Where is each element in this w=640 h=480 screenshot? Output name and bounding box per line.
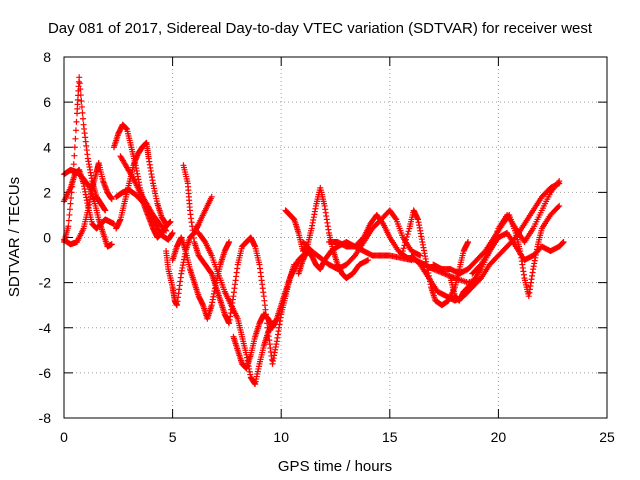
x-tick-label: 0 <box>60 429 68 445</box>
plus-marker <box>66 206 73 213</box>
series-track-3 <box>61 166 117 232</box>
y-tick-label: 0 <box>43 230 51 246</box>
plus-marker <box>108 241 115 248</box>
y-tick-label: 2 <box>43 184 51 200</box>
plus-marker <box>86 183 93 190</box>
series-track-23 <box>447 178 563 304</box>
x-tick-label: 25 <box>599 429 615 445</box>
plus-marker <box>489 239 496 246</box>
plus-marker <box>163 227 170 234</box>
series-track-1 <box>61 74 109 246</box>
plus-marker <box>76 80 83 87</box>
plus-marker <box>208 193 215 200</box>
plus-marker <box>488 242 495 249</box>
series-track-8 <box>117 153 170 234</box>
plus-marker <box>560 239 567 246</box>
x-tick-label: 5 <box>169 429 177 445</box>
plus-marker <box>77 86 84 93</box>
plus-marker <box>556 178 563 185</box>
x-axis-label: GPS time / hours <box>278 458 392 475</box>
plus-marker <box>492 233 499 240</box>
y-tick-label: -4 <box>39 320 52 336</box>
plus-marker <box>486 248 493 255</box>
plus-marker <box>207 269 214 276</box>
plot-frame <box>63 56 608 419</box>
plus-marker <box>464 239 471 246</box>
plus-marker <box>72 135 79 142</box>
plus-marker <box>108 196 115 203</box>
plus-marker <box>78 97 85 104</box>
plus-marker <box>72 127 79 134</box>
plus-marker <box>555 204 562 211</box>
plus-marker <box>102 207 109 214</box>
plus-marker <box>404 231 411 238</box>
plus-marker <box>73 118 80 125</box>
y-tick-label: 8 <box>43 49 51 65</box>
plus-marker <box>65 223 72 230</box>
x-tick-label: 10 <box>273 429 289 445</box>
plus-marker <box>80 115 87 122</box>
plus-marker <box>71 144 78 151</box>
plus-marker <box>78 103 85 110</box>
y-tick-label: -2 <box>39 275 52 291</box>
plus-marker <box>67 200 74 207</box>
plus-marker <box>403 233 410 240</box>
series-track-18 <box>325 211 485 286</box>
plus-marker <box>167 218 174 225</box>
plus-marker <box>169 229 176 236</box>
plus-marker <box>403 236 410 243</box>
plus-marker <box>226 239 233 246</box>
plus-marker <box>401 242 408 249</box>
plus-marker <box>487 245 494 252</box>
y-tick-label: 4 <box>43 139 51 155</box>
plus-marker <box>76 74 83 81</box>
plus-marker <box>491 236 498 243</box>
series-track-11 <box>180 162 250 327</box>
plus-marker <box>400 245 407 252</box>
chart-title: Day 081 of 2017, Sidereal Day-to-day VTE… <box>48 20 593 37</box>
plus-marker <box>399 248 406 255</box>
y-tick-label: 6 <box>43 94 51 110</box>
plus-marker <box>162 226 169 233</box>
series-track-4 <box>61 160 115 248</box>
series-track-13 <box>230 261 298 372</box>
plus-marker <box>392 215 399 222</box>
plus-marker <box>71 152 78 159</box>
data-points <box>61 74 567 388</box>
plus-marker <box>65 217 72 224</box>
plus-marker <box>493 231 500 238</box>
plus-marker <box>405 228 412 235</box>
x-tick-label: 20 <box>491 429 507 445</box>
plus-marker <box>68 195 75 202</box>
y-axis-label: SDTVAR / TECUs <box>6 177 23 297</box>
plus-marker <box>494 228 501 235</box>
plus-marker <box>163 220 170 227</box>
plus-marker <box>365 257 372 264</box>
x-tick-labels: 0 5 10 15 20 25 <box>60 429 615 445</box>
plus-marker <box>77 92 84 99</box>
series-track-10 <box>169 234 233 322</box>
y-tick-label: -8 <box>39 410 52 426</box>
plus-marker <box>556 202 563 209</box>
plus-marker <box>79 109 86 116</box>
plus-marker <box>70 161 77 168</box>
plus-marker <box>402 239 409 246</box>
plus-marker <box>66 211 73 218</box>
y-tick-label: -6 <box>39 365 52 381</box>
y-tick-labels: -8 -6 -4 -2 0 2 4 6 8 <box>39 49 52 426</box>
x-tick-label: 15 <box>382 429 398 445</box>
